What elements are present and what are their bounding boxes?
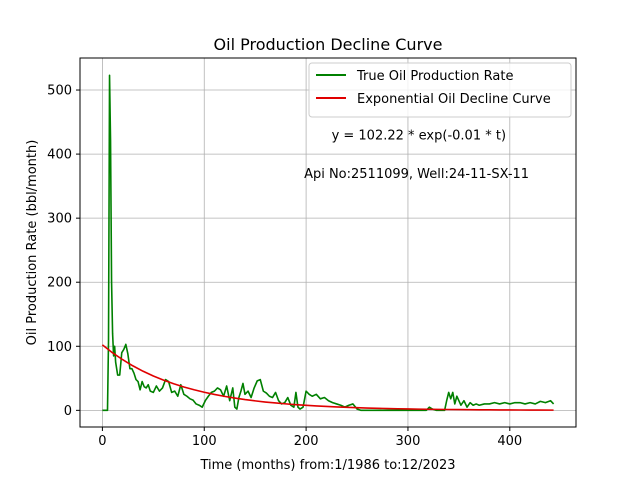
axis-ticks: 0 100 200 300 400 0 100 200 300 400 500 xyxy=(47,84,522,449)
x-tick-label: 200 xyxy=(294,434,319,449)
y-tick-label: 500 xyxy=(47,84,72,99)
x-tick-label: 0 xyxy=(98,434,106,449)
series-layer xyxy=(101,74,555,412)
annotation-text: Api No:2511099, Well:24-11-SX-11 xyxy=(304,167,529,182)
x-tick-label: 100 xyxy=(192,434,217,449)
plot-frame xyxy=(79,57,577,428)
y-tick-label: 300 xyxy=(47,212,72,227)
annotation-text: y = 102.22 * exp(-0.01 * t) xyxy=(332,128,506,143)
series-line-true-oil-production-rate xyxy=(102,74,555,412)
y-tick-label: 0 xyxy=(64,404,72,419)
x-tick-label: 400 xyxy=(497,434,522,449)
x-tick-label: 300 xyxy=(396,434,421,449)
legend: True Oil Production Rate Exponential Oil… xyxy=(308,62,572,118)
chart-title: Oil Production Decline Curve xyxy=(214,35,443,54)
y-tick-label: 100 xyxy=(47,340,72,355)
y-tick-label: 400 xyxy=(47,148,72,163)
legend-label-exponential-oil-decline-curve: Exponential Oil Decline Curve xyxy=(357,92,551,107)
annotations: y = 102.22 * exp(-0.01 * t) Api No:251109… xyxy=(304,128,529,181)
legend-label-true-oil-production-rate: True Oil Production Rate xyxy=(356,69,513,84)
y-axis-label: Oil Production Rate (bbl/month) xyxy=(25,140,40,346)
x-axis-label: Time (months) from:1/1986 to:12/2023 xyxy=(199,458,455,473)
plot-background xyxy=(80,58,576,427)
legend-frame xyxy=(308,62,572,118)
series-line-exponential-oil-decline-curve xyxy=(101,344,554,411)
y-tick-label: 200 xyxy=(47,276,72,291)
